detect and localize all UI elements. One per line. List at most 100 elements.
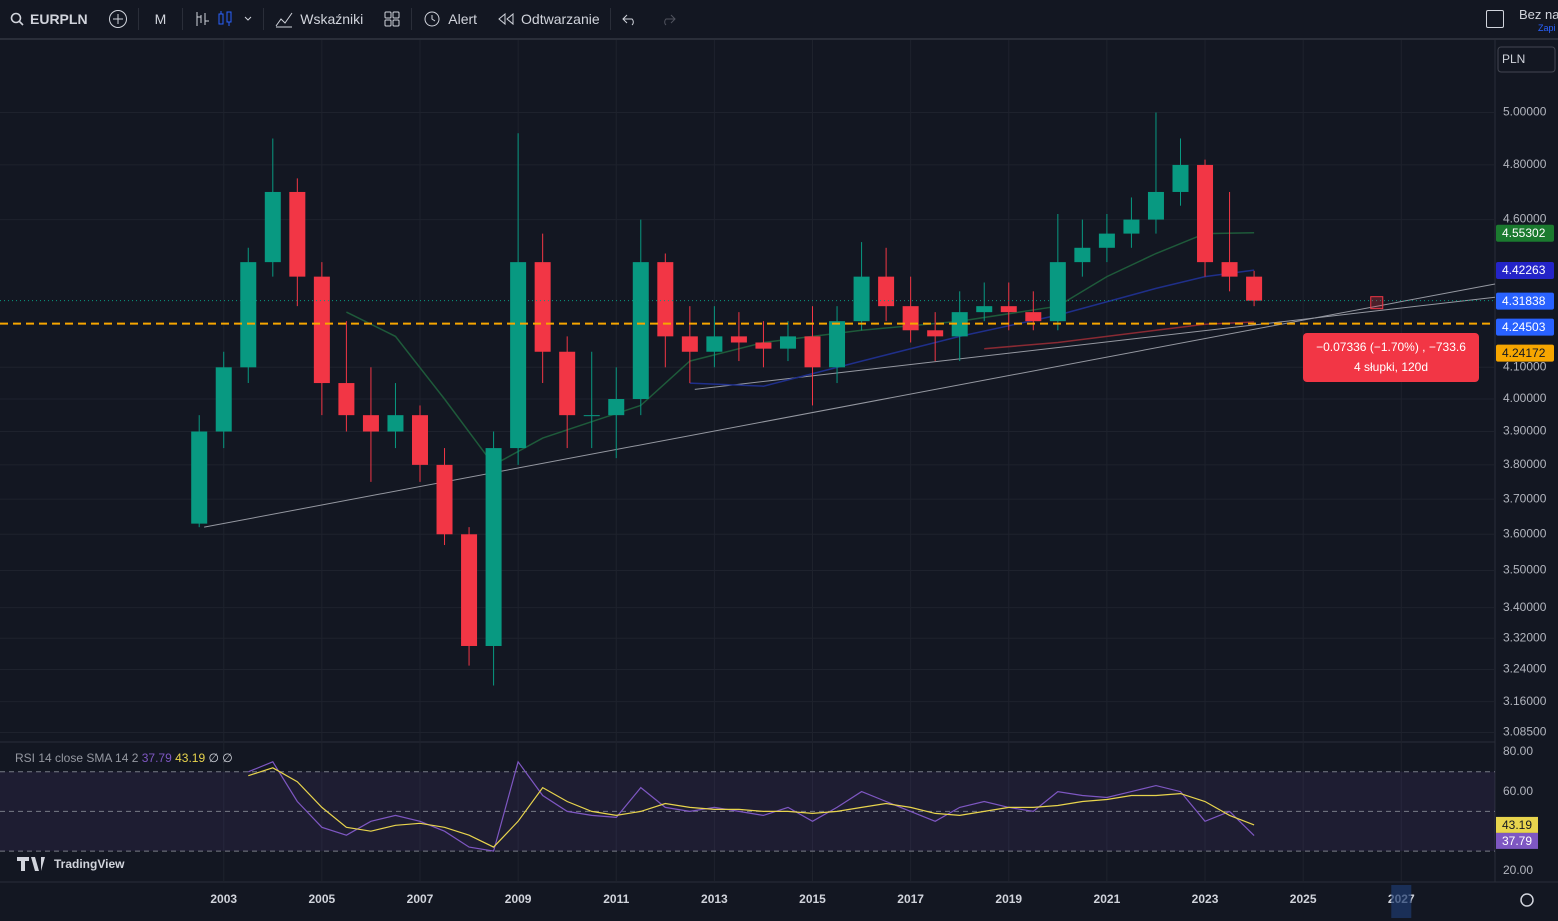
rsi-tick-label: 80.00	[1503, 744, 1533, 758]
rsi-tag-label: 43.19	[1502, 818, 1532, 832]
rsi-legend-value: 37.79	[142, 751, 172, 765]
chart: 2003 2005 2007 2009 2011 2013 2015 2017 2019 2021…	[0, 40, 1558, 921]
x-tick-label: 2017	[897, 892, 924, 906]
layouts-button[interactable]	[373, 10, 411, 28]
rsi-tick-label: 20.00	[1503, 863, 1533, 877]
measure-area	[1370, 296, 1384, 310]
x-tick-label: 2013	[701, 892, 728, 906]
interval-label: M	[154, 11, 167, 27]
candle-body	[1221, 262, 1238, 277]
rsi-legend-value: 43.19	[175, 751, 205, 765]
candle-body	[485, 448, 502, 646]
candle-body	[338, 383, 355, 416]
candle-body	[657, 262, 674, 337]
y-tick-label: 3.24000	[1503, 662, 1547, 676]
add-symbol[interactable]	[98, 9, 138, 29]
candle-body	[1123, 219, 1140, 234]
alert-label: Alert	[448, 11, 478, 27]
rsi-tick-label: 60.00	[1503, 784, 1533, 798]
candle-body	[951, 312, 968, 337]
candle-body	[853, 276, 870, 322]
candle-body	[1246, 276, 1263, 301]
x-tick-label: 2019	[995, 892, 1022, 906]
indicators-label: Wskaźniki	[300, 11, 364, 27]
candle-body	[779, 336, 796, 349]
x-tick-label: 2023	[1192, 892, 1219, 906]
rsi-line	[248, 767, 1255, 848]
y-tick-label: 3.80000	[1503, 457, 1547, 471]
interval[interactable]: M	[139, 11, 183, 27]
candle-body	[559, 351, 576, 416]
price-tag-label: 4.55302	[1502, 226, 1546, 240]
rsi-title: RSI 14 close SMA 14 2	[15, 751, 139, 765]
candle-body	[240, 262, 257, 368]
candle-body	[510, 262, 527, 449]
y-tick-label: 3.90000	[1503, 424, 1547, 438]
symbol-search[interactable]: EURPLN	[0, 11, 98, 27]
x-tick-label: 2011	[603, 892, 629, 906]
replay-button[interactable]: Odtwarzanie	[487, 11, 610, 27]
price-tag-bg	[1496, 344, 1554, 362]
price-tag-bg	[1496, 224, 1554, 242]
currency-box[interactable]	[1497, 46, 1556, 73]
undo[interactable]	[611, 12, 649, 26]
candle-body	[1025, 312, 1042, 322]
candle-body	[387, 415, 404, 432]
candle-body	[829, 321, 846, 368]
price-tag-label: 4.24172	[1502, 346, 1546, 360]
moving-average	[346, 232, 1255, 466]
price-tag: 4.24503	[1496, 318, 1554, 336]
candle-body	[706, 336, 723, 352]
y-tick-label: 4.10000	[1503, 359, 1547, 373]
price-tag-label: 4.42263	[1502, 263, 1546, 277]
measure-text: −0.07336 (−1.70%) , −733.6	[1316, 340, 1466, 354]
rsi-tag-bg	[1496, 832, 1538, 849]
rsi-legend: RSI 14 close SMA 14 2 37.79 43.19 ∅ ∅	[15, 751, 233, 765]
y-tick-label: 4.00000	[1503, 391, 1547, 405]
rsi-line	[248, 760, 1255, 852]
y-tick-label: 4.80000	[1503, 157, 1547, 171]
price-tag-bg	[1496, 292, 1554, 310]
layout-name[interactable]: Bez na	[1519, 7, 1558, 22]
price-tag: 4.42263	[1496, 262, 1554, 280]
candle-body	[264, 191, 281, 263]
rsi-tag-label: 37.79	[1502, 834, 1532, 848]
x-tick-label: 2025	[1290, 892, 1317, 906]
candle-body	[1098, 233, 1115, 248]
candle-body	[313, 276, 330, 384]
candle-body	[1074, 247, 1091, 263]
layout-icon[interactable]	[1486, 10, 1504, 28]
rsi-tag-bg	[1496, 816, 1538, 833]
candle-body	[804, 336, 821, 368]
candle-body	[461, 534, 478, 646]
candle-body	[878, 276, 895, 307]
save-label[interactable]: Zapi	[1538, 23, 1556, 33]
moving-average	[984, 321, 1255, 350]
alert-button[interactable]: Alert	[412, 9, 487, 29]
y-tick-label: 3.50000	[1503, 563, 1547, 577]
rsi-suffix: ∅ ∅	[209, 751, 233, 765]
indicators-button[interactable]: Wskaźniki	[264, 10, 373, 28]
candle-body	[976, 306, 993, 313]
chart-type[interactable]	[183, 9, 263, 29]
x-tick-label: 2007	[407, 892, 434, 906]
settings-icon[interactable]	[1520, 893, 1534, 907]
candle-body	[927, 330, 944, 337]
candle-body	[608, 399, 625, 416]
measure-box	[1303, 333, 1479, 382]
y-tick-label: 3.70000	[1503, 491, 1547, 505]
watermark-logo	[17, 857, 45, 871]
price-tag-label: 4.31838	[1502, 294, 1546, 308]
candle-body	[289, 191, 306, 277]
y-tick-label: 3.16000	[1503, 694, 1547, 708]
candle-body	[436, 464, 453, 535]
replay-label: Odtwarzanie	[521, 11, 600, 27]
redo[interactable]	[649, 12, 687, 26]
candle-body	[902, 306, 919, 331]
toolbar: EURPLN M Wskaźniki Alert Odtwarzanie Bez…	[0, 0, 1558, 40]
y-tick-label: 3.32000	[1503, 630, 1547, 644]
candle-body	[730, 336, 747, 343]
candle-body	[215, 367, 232, 432]
y-tick-label: 5.00000	[1503, 105, 1547, 119]
